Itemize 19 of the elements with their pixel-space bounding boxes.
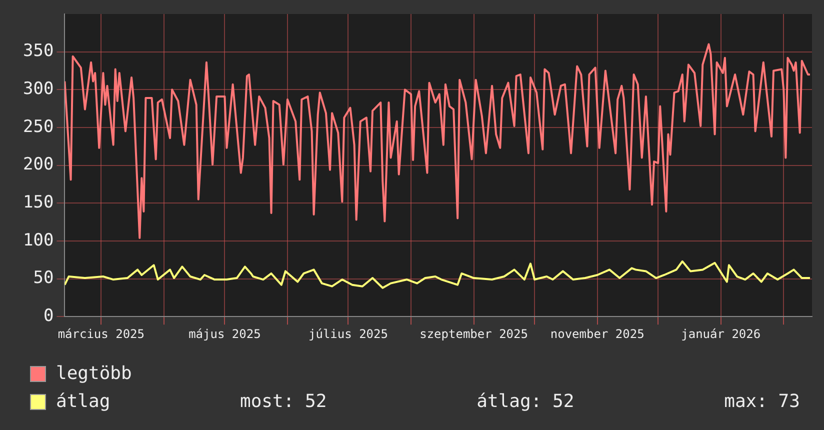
y-tick-label: 150 [22,192,54,213]
x-tick-label: március 2025 [58,326,145,341]
y-tick-label: 0 [43,306,54,326]
x-tick-label: november 2025 [550,326,644,341]
x-tick-label: május 2025 [188,326,261,341]
text: most: 52 [240,390,327,414]
y-tick-label: 300 [22,79,54,100]
x-tick-label: július 2025 [308,326,388,341]
legend-label: legtöbb [56,362,132,386]
x-tick-label: január 2026 [681,326,761,341]
legend-label: átlag [56,390,110,414]
text: átlag: 52 [476,390,574,414]
y-tick-label: 100 [22,230,54,250]
text: max: 73 [724,390,800,414]
y-tick-label: 50 [33,268,54,288]
y-tick-label: 350 [22,41,54,62]
x-tick-label: szeptember 2025 [420,326,528,341]
y-tick-label: 250 [22,116,54,137]
y-tick-label: 200 [22,154,54,175]
